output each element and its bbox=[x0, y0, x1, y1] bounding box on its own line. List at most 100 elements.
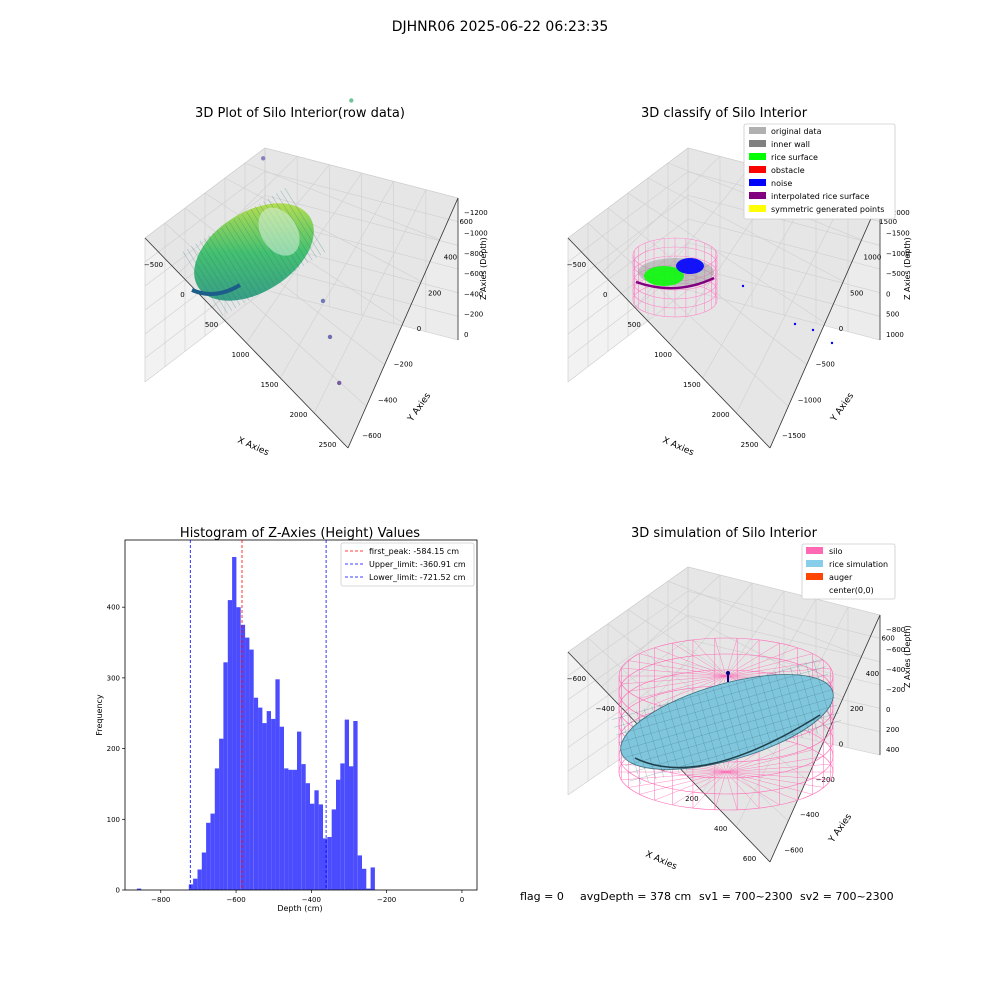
histogram-bar bbox=[214, 768, 220, 890]
histogram-bar bbox=[258, 707, 263, 890]
raw-scan-line bbox=[195, 243, 237, 309]
legend-swatch bbox=[806, 573, 823, 580]
status-flag: flag = 0 bbox=[520, 890, 564, 903]
rice-mesh-line bbox=[674, 699, 695, 769]
legend-frame bbox=[743, 123, 896, 220]
classify-x-axis-label: X Axies bbox=[661, 436, 696, 459]
raw-plot-title: 3D Plot of Silo Interior(row data) bbox=[195, 106, 405, 121]
rice-mesh-line bbox=[625, 704, 837, 766]
simulation-x-tick-label: 400 bbox=[714, 825, 727, 833]
histogram-bar bbox=[349, 766, 354, 890]
histogram-bar bbox=[340, 763, 345, 890]
silo-roof-spoke bbox=[621, 667, 727, 677]
rice-mesh-line bbox=[659, 703, 680, 774]
histogram-bar bbox=[227, 600, 233, 890]
raw-outlier-point bbox=[337, 380, 342, 386]
raw-x-tick-label: 500 bbox=[205, 321, 218, 329]
raw-z-tick-label: −800 bbox=[464, 250, 483, 258]
depth-histogram: Histogram of Z-Axies (Height) Values Dep… bbox=[95, 526, 478, 913]
raw-scan-line bbox=[276, 193, 317, 258]
silo-roof-spoke bbox=[628, 675, 727, 692]
raw-y-tick-label: 0 bbox=[417, 325, 421, 333]
legend-swatch bbox=[749, 205, 766, 212]
raw-z-tick-label: −600 bbox=[464, 270, 483, 278]
classify-y-tick-label: 1000 bbox=[864, 254, 882, 262]
histogram-bar bbox=[327, 837, 332, 890]
classify-legend: original data inner wall rice surface obsta… bbox=[743, 123, 896, 220]
raw-scan-line bbox=[216, 230, 258, 295]
histogram-bar bbox=[201, 852, 207, 890]
raw-z-tick-label: −200 bbox=[464, 311, 483, 319]
histogram-bar bbox=[301, 764, 306, 890]
histogram-x-tick-label: −600 bbox=[226, 896, 245, 904]
legend-swatch bbox=[749, 166, 766, 173]
rice-surface-shadow-edge bbox=[634, 714, 821, 769]
classify-y-tick-label: 0 bbox=[839, 325, 843, 333]
raw-scan-line bbox=[229, 222, 271, 288]
classify-z-tick-label: −1000 bbox=[886, 250, 910, 258]
rice-mesh-line bbox=[743, 679, 765, 749]
rice-mesh-line bbox=[805, 661, 826, 732]
simulation-y-tick-label: 200 bbox=[850, 705, 863, 713]
raw-z-tick-label: 0 bbox=[464, 331, 468, 339]
rice-mesh-line bbox=[628, 712, 649, 783]
simulation-x-tick-label: −600 bbox=[567, 675, 586, 683]
legend-label: obstacle bbox=[771, 166, 805, 175]
classify-y-axis-label: Y Axies bbox=[829, 391, 857, 424]
legend-frame bbox=[801, 543, 896, 600]
raw-x-axis-label: X Axies bbox=[236, 436, 271, 459]
silo-roof-spoke bbox=[725, 653, 813, 677]
raw-y-tick-label: −200 bbox=[394, 361, 413, 369]
raw-scan-line bbox=[212, 232, 254, 298]
silo-roof-spoke bbox=[692, 639, 727, 677]
classify-y-tick-label: −1500 bbox=[782, 432, 806, 440]
status-avg-depth: avgDepth = 378 cm bbox=[580, 890, 691, 903]
classify-x-tick-label: 2000 bbox=[712, 411, 730, 419]
raw-scan-line bbox=[186, 248, 228, 314]
simulation-y-tick-label: −200 bbox=[816, 776, 835, 784]
silo-floor-spoke bbox=[725, 749, 813, 773]
raw-scan-line bbox=[199, 240, 241, 306]
histogram-title: Histogram of Z-Axies (Height) Values bbox=[180, 526, 420, 541]
legend-label: center(0,0) bbox=[829, 586, 874, 595]
histogram-bar bbox=[188, 884, 194, 890]
histogram-bar bbox=[297, 731, 302, 890]
raw-outlier-point bbox=[327, 334, 333, 340]
rice-mesh-line bbox=[689, 695, 711, 765]
histogram-bar bbox=[232, 557, 237, 890]
histogram-bar bbox=[223, 662, 228, 890]
histogram-bar bbox=[310, 803, 315, 890]
silo-floor-spoke bbox=[725, 771, 798, 801]
raw-scan-line bbox=[220, 227, 262, 293]
classify-x-tick-label: 0 bbox=[603, 291, 607, 299]
legend-swatch bbox=[749, 153, 766, 160]
silo-roof-spoke bbox=[639, 653, 727, 677]
histogram-bar bbox=[193, 878, 198, 890]
silo-roof-spoke bbox=[639, 675, 727, 699]
simulation-z-tick-label: 0 bbox=[886, 706, 890, 714]
raw-scan-line bbox=[225, 224, 266, 290]
raw-data-3d-plot: 3D Plot of Silo Interior(row data) X Axi… bbox=[144, 98, 488, 458]
legend-label: Lower_limit: -721.52 cm bbox=[369, 573, 466, 582]
histogram-x-tick-label: −800 bbox=[151, 896, 170, 904]
simulation-rice-surface bbox=[611, 658, 842, 785]
silo-roof-spoke bbox=[714, 638, 727, 677]
rice-mesh-line bbox=[705, 690, 726, 760]
simulation-x-axis-label: X Axies bbox=[644, 850, 679, 873]
histogram-y-tick-label: 300 bbox=[107, 674, 120, 682]
histogram-bar bbox=[336, 779, 341, 890]
histogram-axes-frame bbox=[124, 539, 478, 891]
simulation-x-tick-label: −400 bbox=[596, 705, 615, 713]
silo-floor-spoke bbox=[725, 756, 824, 773]
rice-mesh-line bbox=[713, 688, 734, 758]
classify-y-tick-label: −1000 bbox=[798, 396, 822, 404]
silo-roof-spoke bbox=[725, 642, 780, 677]
classify-y-axis-line bbox=[769, 197, 881, 449]
raw-x-tick-label: 2000 bbox=[290, 411, 308, 419]
raw-scan-line bbox=[208, 235, 249, 301]
silo-floor-spoke bbox=[725, 771, 760, 809]
rice-mesh-line bbox=[620, 689, 833, 751]
raw-x-tick-label: −500 bbox=[144, 261, 163, 269]
classify-noise-point bbox=[830, 341, 834, 345]
legend-label: symmetric generated points bbox=[771, 205, 884, 214]
